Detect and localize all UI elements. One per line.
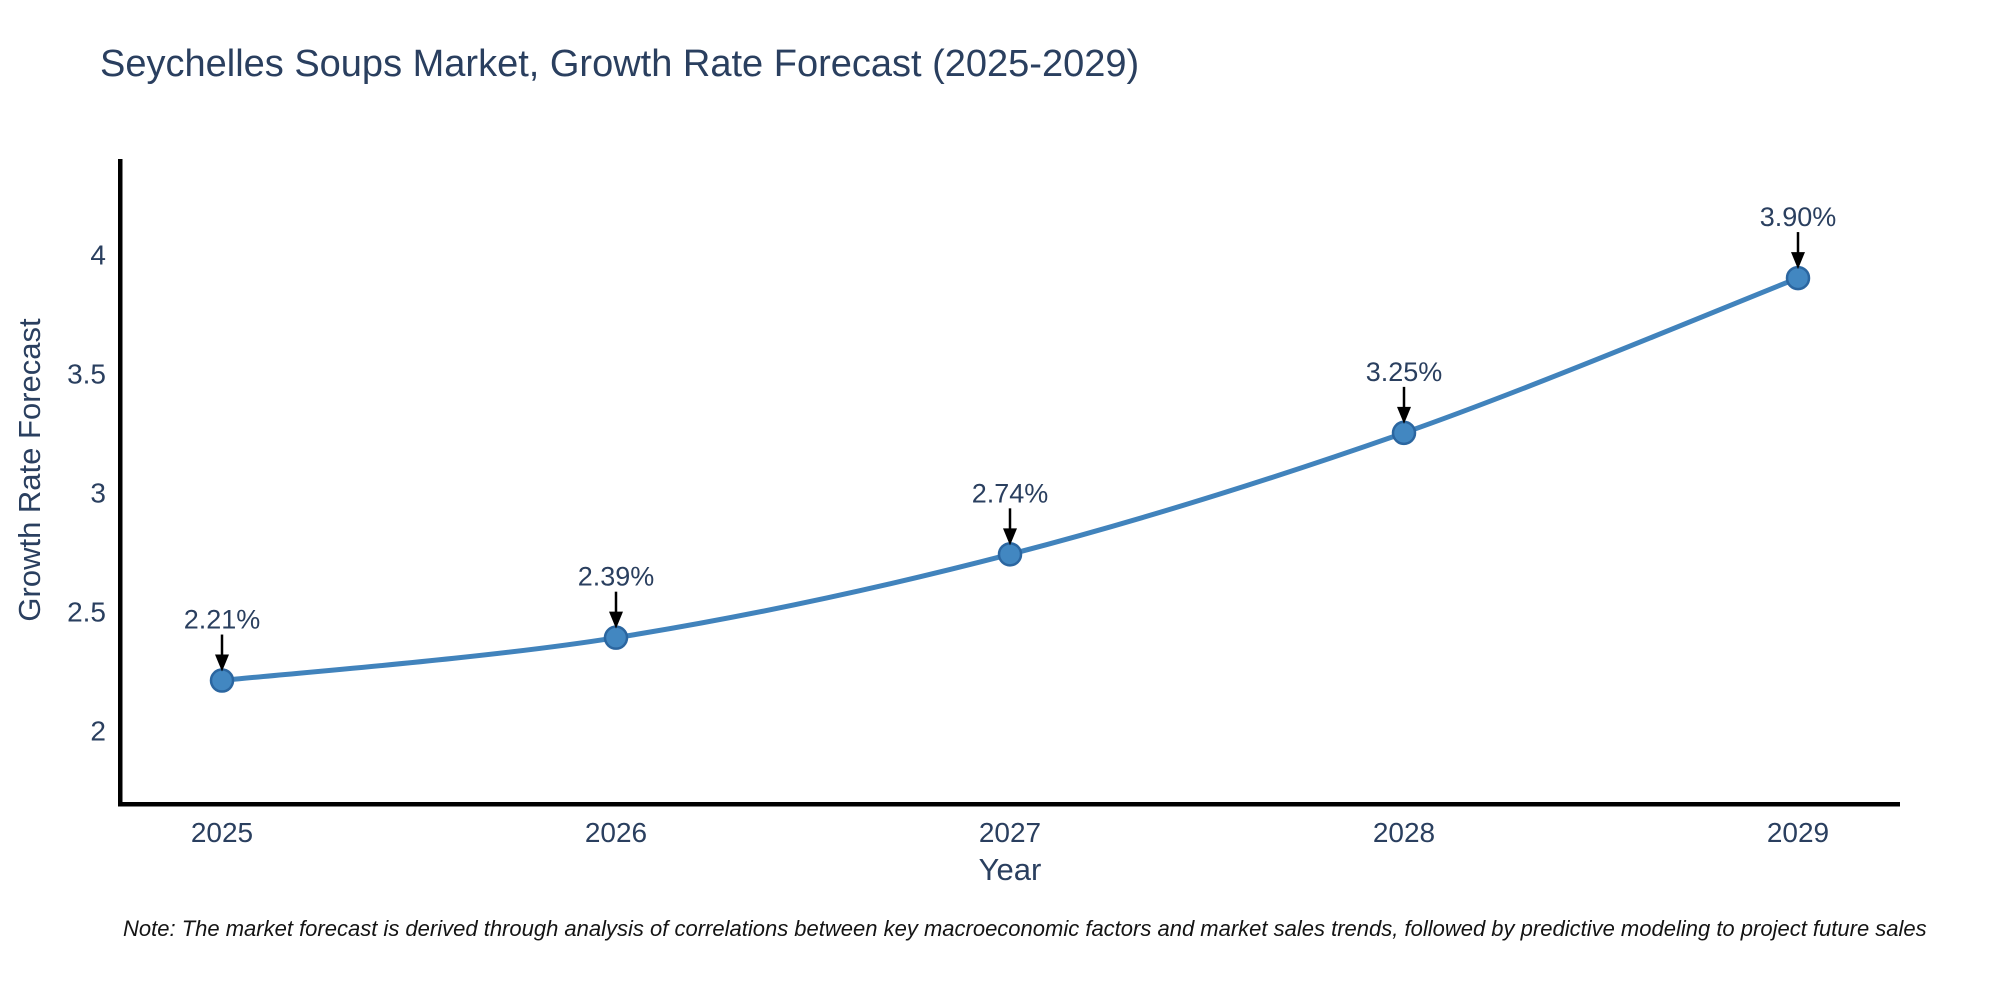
y-tick-label: 4 [90, 239, 106, 270]
annotation-arrow-head [609, 611, 623, 629]
y-tick-label: 2.5 [67, 596, 106, 627]
data-point-label: 2.21% [184, 605, 261, 635]
data-point-marker [1391, 420, 1417, 446]
y-tick-label: 3.5 [67, 358, 106, 389]
data-point-label: 2.39% [578, 562, 655, 592]
data-point-marker [603, 625, 629, 650]
y-tick-label: 3 [90, 477, 106, 508]
x-axis-spine [118, 802, 1900, 807]
y-tick-label: 2 [90, 716, 106, 747]
chart-title: Seychelles Soups Market, Growth Rate For… [100, 43, 1140, 85]
footnote-text: Note: The market forecast is derived thr… [123, 916, 1927, 941]
x-tick-label: 2028 [1373, 817, 1435, 848]
annotation-arrow-head [215, 654, 229, 672]
annotation-arrow-head [1397, 406, 1411, 424]
data-point-label: 3.25% [1366, 357, 1443, 387]
y-axis-spine [118, 159, 123, 807]
data-point-label: 3.90% [1760, 202, 1837, 232]
data-point-marker [209, 668, 235, 693]
x-tick-label: 2026 [585, 817, 647, 848]
x-axis-title: Year [978, 852, 1042, 887]
data-point-marker [997, 542, 1023, 567]
annotation-arrow-head [1003, 528, 1017, 546]
x-tick-label: 2027 [979, 817, 1041, 848]
x-tick-label: 2029 [1767, 817, 1829, 848]
data-point-marker [1785, 265, 1811, 291]
x-tick-label: 2025 [191, 817, 253, 848]
annotation-arrow-head [1791, 252, 1805, 270]
data-point-label: 2.74% [972, 478, 1049, 508]
